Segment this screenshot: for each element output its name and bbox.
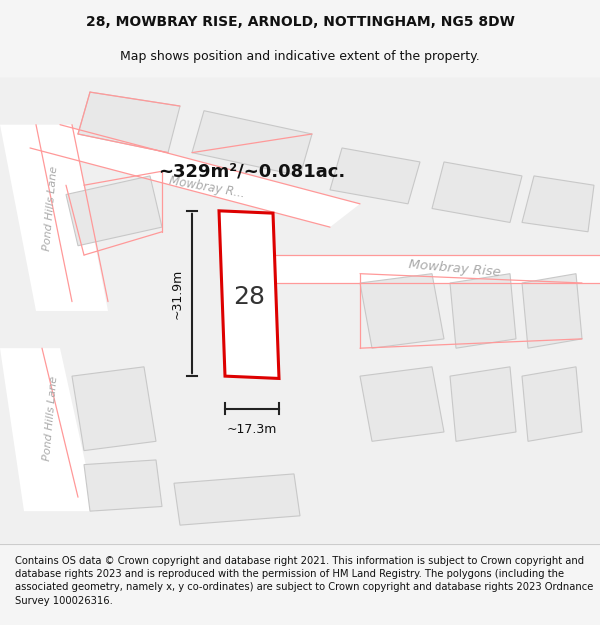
Text: Mowbray Rise: Mowbray Rise: [408, 259, 501, 279]
Text: ~31.9m: ~31.9m: [170, 268, 184, 319]
Text: ~329m²/~0.081ac.: ~329m²/~0.081ac.: [158, 162, 346, 180]
Polygon shape: [84, 460, 162, 511]
Polygon shape: [522, 274, 582, 348]
Polygon shape: [0, 125, 108, 311]
Polygon shape: [219, 211, 279, 379]
Polygon shape: [0, 348, 96, 511]
Text: Pond Hills Lane: Pond Hills Lane: [43, 375, 59, 461]
Text: ~17.3m: ~17.3m: [227, 423, 277, 436]
Polygon shape: [66, 176, 162, 246]
Polygon shape: [174, 474, 300, 525]
Text: Map shows position and indicative extent of the property.: Map shows position and indicative extent…: [120, 50, 480, 62]
Polygon shape: [432, 162, 522, 222]
Text: Pond Hills Lane: Pond Hills Lane: [43, 166, 59, 251]
Polygon shape: [72, 367, 156, 451]
Polygon shape: [330, 148, 420, 204]
Text: 28: 28: [233, 285, 265, 309]
Polygon shape: [360, 367, 444, 441]
Polygon shape: [192, 111, 312, 176]
Text: Contains OS data © Crown copyright and database right 2021. This information is : Contains OS data © Crown copyright and d…: [15, 556, 593, 606]
Polygon shape: [450, 274, 516, 348]
Text: 28, MOWBRAY RISE, ARNOLD, NOTTINGHAM, NG5 8DW: 28, MOWBRAY RISE, ARNOLD, NOTTINGHAM, NG…: [86, 15, 514, 29]
Polygon shape: [30, 125, 360, 227]
Polygon shape: [450, 367, 516, 441]
Polygon shape: [252, 255, 600, 283]
Polygon shape: [522, 367, 582, 441]
Polygon shape: [360, 274, 444, 348]
Text: Mowbray R...: Mowbray R...: [168, 174, 246, 201]
Polygon shape: [78, 92, 180, 152]
Polygon shape: [522, 176, 594, 232]
